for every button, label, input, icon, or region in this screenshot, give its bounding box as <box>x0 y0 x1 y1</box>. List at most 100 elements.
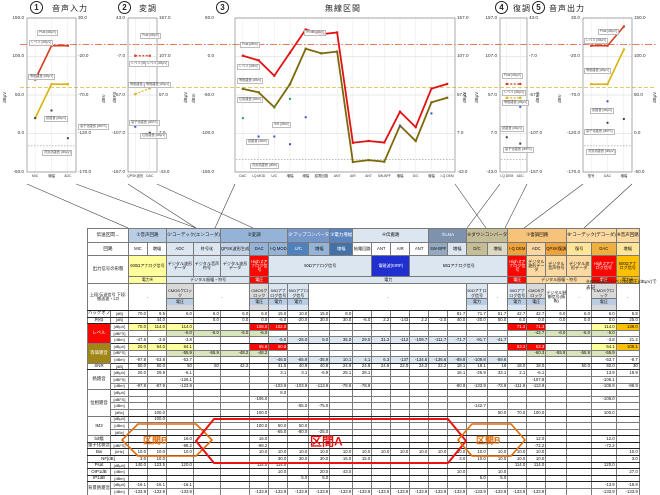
value-cell <box>466 389 488 397</box>
value-cell: 50.0 <box>566 362 592 371</box>
carrier-cell: - <box>615 283 640 311</box>
value-cell <box>409 474 430 483</box>
value-cell <box>249 402 270 410</box>
axis-tick-label: -120.0 <box>566 130 580 136</box>
value-cell <box>166 389 194 397</box>
column-group-header: ④伝搬路 <box>352 228 430 243</box>
thermal-noise-dots <box>430 112 433 115</box>
carrier-cell: - <box>308 283 468 311</box>
circuit-header: I-Q MOD <box>268 242 289 256</box>
level-line-point <box>505 82 508 86</box>
value-cell: -89.8 <box>447 356 468 364</box>
value-cell <box>249 382 270 391</box>
value-cell <box>128 474 148 483</box>
value-cell: 3.1 <box>268 369 289 377</box>
value-cell <box>615 415 640 424</box>
value-cell: 10.0 <box>486 455 509 463</box>
axis-tick-label: -157.0 <box>529 168 543 174</box>
series-annotation: 量子化雑音 [dBFS] <box>584 129 615 135</box>
value-cell: -5.0 <box>268 336 289 344</box>
circuit-header: QPSK波形生成 <box>219 242 251 256</box>
carrier-cell: CMOSクロック 電圧 <box>166 283 194 311</box>
value-cell <box>249 362 270 371</box>
value-cell <box>409 422 430 430</box>
value-cell <box>287 461 310 470</box>
value-cell <box>566 488 592 495</box>
value-cell <box>428 323 449 331</box>
axis-tick-label: -50.0 <box>13 168 24 174</box>
axis-unit-label: dBV <box>557 94 562 103</box>
value-cell: 120.0 <box>590 461 617 470</box>
value-cell <box>390 408 411 417</box>
value-cell: 13.9 <box>590 369 617 377</box>
value-cell <box>192 342 221 351</box>
value-cell <box>308 389 331 397</box>
chart-2-plot <box>127 17 158 173</box>
value-cell <box>329 481 354 490</box>
value-cell: 18 <box>486 362 509 371</box>
carrier-cell: デジタル制御信号(情報) <box>545 283 568 311</box>
value-cell: -90.9 <box>447 382 468 391</box>
axis-tick-label: -7.0 <box>117 53 125 59</box>
value-cell <box>447 402 468 410</box>
form-row-header: 出力信号の形態 <box>87 255 129 284</box>
value-cell: 10.1 <box>329 356 354 364</box>
plot-frame <box>127 17 158 173</box>
carrier-cell: - <box>192 283 251 311</box>
value-cell: -113.9 <box>308 382 331 391</box>
value-cell <box>219 422 251 430</box>
value-cell: -16.1 <box>147 481 167 490</box>
value-cell: 120.0 <box>166 461 194 470</box>
series-annotation: レベル [dBμV] <box>584 38 609 44</box>
x-axis-label: DAC <box>146 174 154 178</box>
value-cell <box>545 474 568 483</box>
noise-line-point <box>383 160 386 163</box>
value-cell <box>409 375 430 384</box>
value-cell <box>371 408 392 417</box>
value-cell: 10.0 <box>128 448 148 457</box>
value-cell <box>428 375 449 384</box>
value-cell <box>166 408 194 417</box>
value-cell <box>219 375 251 384</box>
value-cell: 18.9 <box>615 369 640 377</box>
series-annotation: 等価雑音 [dBμV] <box>28 74 56 80</box>
value-cell: 10.0 <box>507 448 528 457</box>
thermal-noise-dots <box>304 116 307 119</box>
value-cell <box>192 375 221 384</box>
value-cell <box>390 310 411 318</box>
value-cell: 31.2 <box>371 336 392 344</box>
value-cell: -112 <box>390 336 411 344</box>
value-cell <box>192 488 221 495</box>
value-cell <box>308 415 331 424</box>
value-cell: -133.9 <box>329 488 354 495</box>
circuit-header: 増幅 <box>329 242 354 256</box>
value-cell <box>590 402 617 410</box>
value-cell <box>249 369 270 377</box>
value-cell: -133.9 <box>147 488 167 495</box>
value-cell <box>545 382 568 391</box>
value-cell <box>545 461 568 470</box>
row-unit-label: [dBc] <box>110 408 129 417</box>
value-cell: -133.9 <box>308 488 331 495</box>
value-cell: 15.0 <box>329 455 354 463</box>
value-cell: -133.9 <box>166 488 194 495</box>
row-group-label: レベル <box>87 323 111 344</box>
value-cell <box>371 389 392 397</box>
value-cell: 50.0 <box>486 316 509 325</box>
circuit-header: 増幅 <box>615 242 640 256</box>
value-cell <box>352 323 373 331</box>
value-cell: 10.0 <box>526 455 547 463</box>
noise-line-point <box>430 101 433 104</box>
value-cell: 6.0 <box>566 310 592 318</box>
x-axis-label: I-Q DEM <box>500 174 514 178</box>
value-cell <box>566 455 592 463</box>
value-cell <box>447 428 468 437</box>
value-cell: -73.9 <box>486 382 509 391</box>
value-cell: 3.0 <box>447 455 468 463</box>
value-cell <box>192 468 221 476</box>
value-cell <box>308 323 331 331</box>
carrier-cell: 50Ωアナログ信号 電力 <box>466 283 488 311</box>
value-cell <box>447 375 468 384</box>
circuit-header: ADC <box>526 242 547 256</box>
value-cell <box>390 461 411 470</box>
